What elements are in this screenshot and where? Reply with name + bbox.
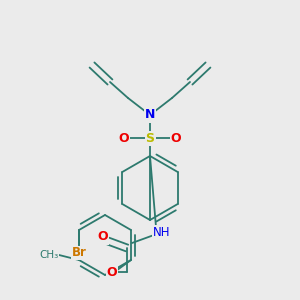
Text: O: O bbox=[119, 131, 129, 145]
Text: Br: Br bbox=[72, 247, 86, 260]
Text: S: S bbox=[146, 131, 154, 145]
Text: O: O bbox=[107, 266, 117, 278]
Text: CH₃: CH₃ bbox=[39, 250, 58, 260]
Text: N: N bbox=[145, 109, 155, 122]
Text: NH: NH bbox=[153, 226, 171, 238]
Text: O: O bbox=[98, 230, 108, 244]
Text: O: O bbox=[171, 131, 181, 145]
